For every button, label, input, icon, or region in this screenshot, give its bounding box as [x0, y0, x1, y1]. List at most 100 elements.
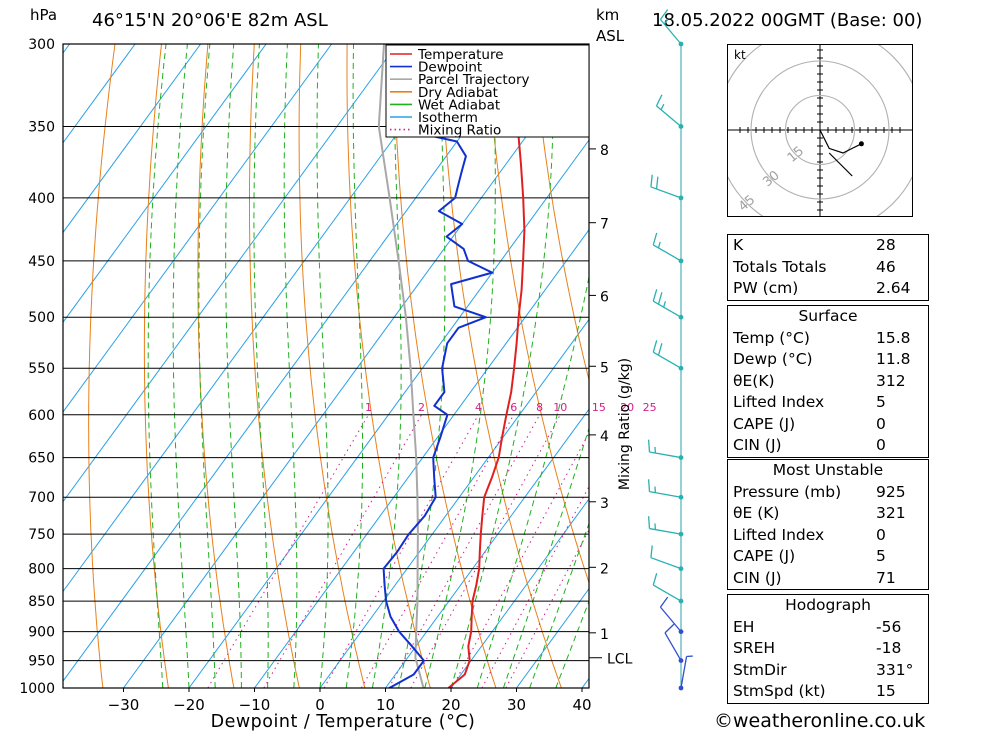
hodograph-box: 15 30 45 kt — [715, 25, 925, 235]
mixing-ratio-line — [451, 432, 589, 688]
wind-barb-half — [663, 18, 669, 25]
wind-barb-full — [650, 174, 653, 188]
index-label: θE (K) — [733, 504, 780, 522]
index-row-pw-cm: PW (cm) 2.64 — [728, 278, 928, 300]
index-label: SREH — [733, 639, 776, 657]
wind-barb-full — [647, 479, 651, 492]
index-value: 71 — [876, 568, 896, 587]
hodograph-ring-label: 30 — [760, 168, 782, 190]
mixing-ratio-label: 4 — [475, 401, 482, 414]
wind-barb-half — [660, 103, 665, 111]
index-row-eh: EH -56 — [728, 617, 928, 639]
mixing-ratio-label: 10 — [553, 401, 567, 414]
wind-barb-staff — [652, 351, 682, 369]
index-row-e-k: θE (K) 321 — [728, 503, 928, 525]
km-tick-label: 3 — [600, 496, 609, 512]
wind-barb-full — [652, 289, 658, 302]
index-value: 0 — [876, 525, 886, 544]
location-label: 46°15'N 20°06'E 82m ASL — [92, 10, 328, 31]
wind-barb-full — [647, 516, 651, 529]
isotherm-line — [63, 44, 136, 144]
index-value: 5 — [876, 393, 886, 411]
isotherm-line — [319, 318, 589, 688]
hodograph-ring-label: 45 — [736, 193, 758, 215]
isotherm-line — [254, 228, 589, 688]
wind-barb-staff — [649, 527, 682, 535]
dewpoint-line — [382, 44, 494, 688]
hodograph-panel: Hodograph EH -56 SREH -18 StmDir 331° StmSpd (k… — [727, 594, 929, 704]
wind-barb-full — [657, 292, 663, 305]
panel-section-title: Hodograph — [785, 596, 871, 614]
wet-adiabat-line — [555, 599, 589, 688]
index-label: EH — [733, 617, 755, 636]
pressure-tick-label: 800 — [28, 562, 55, 578]
pressure-tick-label: 350 — [28, 119, 55, 135]
km-tick-label: 8 — [600, 143, 609, 159]
mixing-ratio-label: 8 — [536, 401, 543, 414]
pressure-tick-label: 950 — [28, 654, 55, 670]
index-label: K — [733, 236, 744, 254]
mixing-ratio-line — [323, 414, 479, 688]
pressure-tick-label: 700 — [28, 490, 55, 506]
mixing-ratio-line — [207, 414, 369, 688]
legend-label: Parcel Trajectory — [418, 72, 530, 88]
mixing-ratio-label: 20 — [620, 401, 634, 414]
pressure-tick-label: 850 — [28, 594, 55, 610]
index-label: Lifted Index — [733, 525, 825, 544]
index-row-lifted-index: Lifted Index 5 — [728, 392, 928, 414]
mixing-ratio-axis-label: Mixing Ratio (g/kg) — [617, 358, 633, 490]
mixing-ratio-label: 1 — [365, 401, 372, 414]
index-label: Dewp (°C) — [733, 350, 813, 368]
wind-barb-full — [652, 340, 658, 353]
isotherm-line — [63, 44, 464, 593]
mixing-ratio-line — [481, 485, 589, 688]
index-label: StmSpd (kt) — [733, 682, 826, 700]
pressure-tick-label: 450 — [28, 254, 55, 270]
index-value: 0 — [876, 436, 886, 454]
dry-adiabat-line — [197, 44, 235, 688]
index-row-cin-j: CIN (J) 71 — [728, 568, 928, 590]
panel-section-title: Most Unstable — [772, 461, 884, 479]
pressure-tick-label: 600 — [28, 408, 55, 424]
wet-adiabat-line — [172, 44, 190, 688]
index-row-totals-totals: Totals Totals 46 — [728, 257, 928, 279]
wind-barb-staff — [652, 300, 682, 318]
pressure-tick-label: 300 — [28, 37, 55, 53]
wind-barb-staff — [680, 656, 688, 689]
index-value: 321 — [876, 504, 906, 522]
isotherm-line — [63, 44, 333, 413]
index-row-stmdir: StmDir 331° — [728, 660, 928, 682]
hodograph-trace — [819, 129, 862, 154]
x-tick-label: 0 — [315, 696, 325, 714]
temperature-line — [447, 44, 526, 688]
index-label: Lifted Index — [733, 393, 825, 411]
legend-label: Dry Adiabat — [418, 85, 498, 101]
index-label: PW (cm) — [733, 279, 799, 297]
index-label: CAPE (J) — [733, 547, 796, 565]
index-label: CIN (J) — [733, 568, 782, 587]
axis-labels: 1 2 4 6 8 10 15 20 25300350400450500550600650700… — [19, 37, 656, 714]
indices-top-panel: K 28 Totals Totals 46 PW (cm) 2.64 — [727, 234, 929, 301]
dry-adiabat-line — [298, 44, 366, 688]
isotherm-line — [63, 44, 398, 503]
wet-adiabat-line — [476, 274, 589, 688]
index-value: 46 — [876, 257, 896, 276]
index-value: 925 — [876, 482, 906, 501]
wet-adiabat-lines — [147, 44, 589, 688]
wind-barb-full — [647, 439, 651, 453]
wind-barb-staff — [649, 491, 682, 498]
index-row-dewp-c: Dewp (°C) 11.8 — [728, 349, 928, 371]
km-tick-label: 5 — [600, 360, 609, 376]
mixing-ratio-label: 25 — [643, 401, 657, 414]
pressure-tick-label: 750 — [28, 527, 55, 543]
wind-barb-full — [650, 545, 653, 558]
index-value: -56 — [876, 617, 902, 636]
km-tick-label: 6 — [600, 289, 609, 305]
wind-barb-staff — [650, 186, 682, 199]
footer-copyright: ©weatheronline.co.uk — [714, 710, 926, 732]
index-value: 331° — [876, 660, 914, 679]
wind-station-dot — [678, 195, 684, 201]
pressure-gridlines — [63, 43, 589, 689]
pressure-tick-label: 1000 — [19, 681, 55, 697]
